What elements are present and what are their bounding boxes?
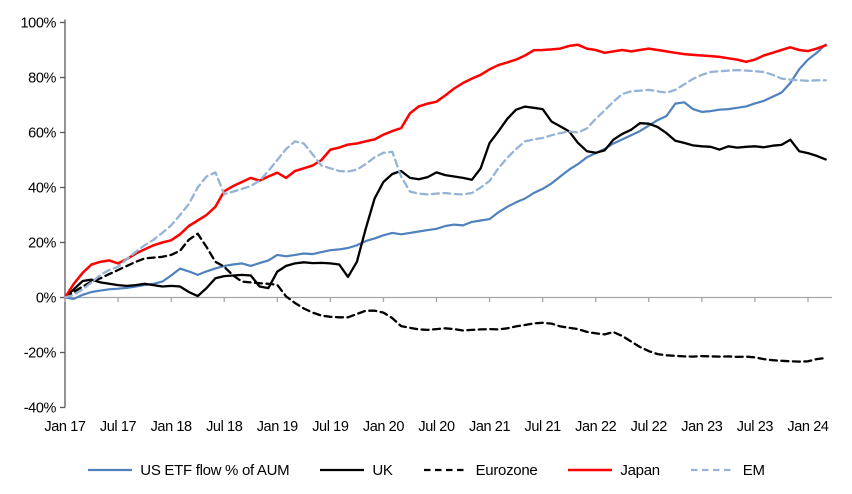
x-axis-tick-label: Jul 21 <box>524 419 561 435</box>
x-axis-tick-label: Jul 23 <box>737 419 774 435</box>
y-axis-tick-label: 0% <box>36 291 57 307</box>
legend-label: US ETF flow % of AUM <box>140 461 290 479</box>
legend-item-em: EM <box>690 462 765 479</box>
legend-label: Eurozone <box>475 461 538 479</box>
y-axis-tick-label: -20% <box>24 346 57 362</box>
y-axis-tick-label: 20% <box>28 236 56 252</box>
y-axis-tick-label: 40% <box>28 181 56 197</box>
series-line-uk <box>63 105 827 299</box>
y-axis-tick-label: -40% <box>24 401 57 417</box>
legend-item-uk: UK <box>319 461 393 479</box>
x-axis-tick-label: Jul 19 <box>312 419 349 435</box>
x-axis-tick-label: Jul 18 <box>206 419 243 435</box>
legend-line-sample <box>88 468 133 472</box>
x-axis-tick-label: Jan 17 <box>44 419 85 435</box>
x-axis-tick-label: Jul 20 <box>418 419 455 435</box>
series-line-japan <box>63 43 827 299</box>
x-axis-tick-label: Jul 17 <box>100 419 137 435</box>
legend-item-eurozone: Eurozone <box>423 462 538 479</box>
y-axis-tick-label: 60% <box>28 126 56 142</box>
legend-line-sample <box>423 468 468 472</box>
legend-label: UK <box>372 461 393 479</box>
x-axis-tick-label: Jan 22 <box>575 419 616 435</box>
series-line-eurozone <box>63 232 827 363</box>
legend-item-japan: Japan <box>567 461 660 479</box>
x-axis-tick-label: Jan 20 <box>363 419 404 435</box>
series-line-us-etf-flow-of-aum <box>63 43 827 300</box>
y-axis-tick-label: 100% <box>21 16 57 32</box>
x-axis-tick-label: Jan 23 <box>681 419 722 435</box>
legend-line-sample <box>690 468 735 472</box>
x-axis-tick-label: Jan 21 <box>469 419 510 435</box>
y-axis-tick-label: 80% <box>28 71 56 87</box>
chart-legend: US ETF flow % of AUM UK Eurozone Japan EM <box>0 452 852 488</box>
legend-line-sample <box>568 468 613 472</box>
series-line-em <box>63 68 827 299</box>
x-axis-tick-label: Jan 18 <box>151 419 192 435</box>
legend-label: Japan <box>620 461 660 479</box>
x-axis-tick-label: Jan 24 <box>787 419 828 435</box>
x-axis-tick-label: Jul 22 <box>631 419 668 435</box>
legend-label: EM <box>742 461 765 479</box>
legend-line-sample <box>320 468 365 472</box>
x-axis-tick-label: Jan 19 <box>257 419 298 435</box>
legend-item-us-etf-flow-of-aum: US ETF flow % of AUM <box>87 461 290 479</box>
